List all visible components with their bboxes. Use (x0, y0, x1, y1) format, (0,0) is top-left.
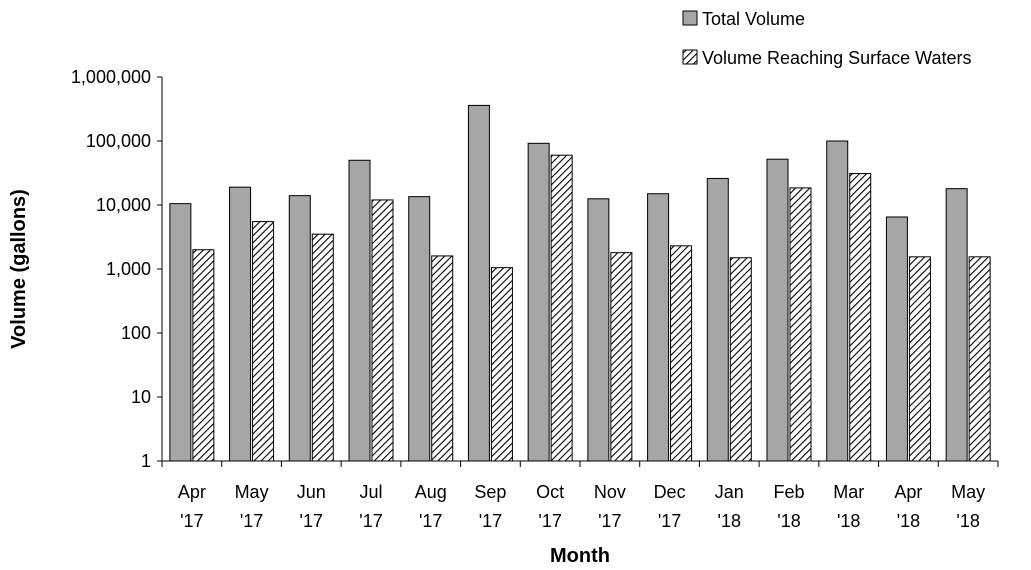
legend-swatch-total-volume (682, 10, 698, 26)
legend-swatch-surface-waters (682, 49, 698, 65)
x-tick-label-year: '17 (180, 511, 203, 531)
y-tick-label: 100 (121, 323, 151, 343)
bar-surface-waters (670, 245, 693, 462)
x-tick-label-year: '18 (897, 511, 920, 531)
bar-total-volume (706, 177, 729, 462)
bar-total-volume (288, 195, 311, 462)
y-tick-label: 10,000 (96, 195, 151, 215)
y-tick-label: 10 (131, 387, 151, 407)
bar-total-volume (527, 142, 550, 462)
x-tick-label-month: Oct (536, 482, 564, 502)
x-tick-label-year: '17 (419, 511, 442, 531)
x-tick-label-year: '17 (300, 511, 323, 531)
bar-surface-waters (371, 199, 394, 462)
bar-surface-waters (789, 187, 812, 462)
y-tick-label: 1,000,000 (71, 67, 151, 87)
bar-surface-waters (490, 267, 513, 462)
x-tick-label-year: '17 (538, 511, 561, 531)
x-tick-label-year: '17 (240, 511, 263, 531)
x-axis: Apr '17 May '17 Jun '17 Jul '17 Aug '17 Sep '17 Oct '… (161, 461, 999, 531)
bar-surface-waters (252, 221, 275, 462)
y-tick-label: 1 (141, 451, 151, 471)
bar-total-volume (766, 158, 789, 462)
bar-surface-waters (192, 249, 215, 462)
x-tick-label-year: '18 (718, 511, 741, 531)
x-tick-label-year: '18 (777, 511, 800, 531)
y-axis: 1 10 100 1,000 10,000 100,000 1,000,000 (71, 67, 162, 471)
bar-surface-waters (849, 173, 872, 462)
bar-total-volume (467, 104, 490, 462)
bar-total-volume (826, 140, 849, 462)
bar-total-volume (348, 159, 371, 462)
x-tick-label-month: Nov (594, 482, 626, 502)
bar-surface-waters (729, 257, 752, 462)
legend: Total Volume Volume Reaching Surface Wat… (682, 9, 971, 68)
x-tick-label-year: '17 (479, 511, 502, 531)
x-tick-label-year: '17 (359, 511, 382, 531)
x-tick-label-year: '18 (837, 511, 860, 531)
bar-total-volume (647, 193, 670, 462)
x-tick-label-month: May (235, 482, 269, 502)
y-tick-label: 1,000 (106, 259, 151, 279)
axes (161, 77, 998, 462)
x-tick-label-month: Jun (297, 482, 326, 502)
bar-total-volume (169, 203, 192, 462)
y-tick-label: 100,000 (86, 131, 151, 151)
bar-total-volume (587, 198, 610, 462)
x-tick-label-month: Jul (359, 482, 382, 502)
y-axis-title: Volume (gallons) (8, 189, 30, 349)
x-tick-label-month: Sep (474, 482, 506, 502)
bar-surface-waters (610, 252, 633, 462)
x-tick-label-month: Dec (654, 482, 686, 502)
legend-label-surface-waters: Volume Reaching Surface Waters (702, 48, 971, 68)
x-tick-label-month: Apr (894, 482, 922, 502)
x-tick-label-year: '18 (956, 511, 979, 531)
x-tick-label-month: May (951, 482, 985, 502)
bar-surface-waters (311, 233, 334, 462)
bar-surface-waters (550, 154, 573, 462)
bar-total-volume (408, 196, 431, 462)
bars (169, 104, 991, 462)
x-tick-label-year: '17 (658, 511, 681, 531)
bar-surface-waters (431, 255, 454, 462)
legend-label-total-volume: Total Volume (702, 9, 805, 29)
x-tick-label-month: Aug (415, 482, 447, 502)
bar-total-volume (885, 216, 908, 462)
legend-item-total-volume: Total Volume (682, 9, 805, 29)
x-tick-label-month: Apr (178, 482, 206, 502)
x-tick-label-month: Jan (715, 482, 744, 502)
x-tick-label-year: '17 (598, 511, 621, 531)
bar-surface-waters (908, 256, 931, 462)
x-axis-title: Month (550, 545, 610, 567)
bar-total-volume (945, 188, 968, 462)
bar-surface-waters (968, 256, 991, 462)
x-tick-label-month: Mar (833, 482, 864, 502)
bar-total-volume (229, 186, 252, 462)
x-tick-label-month: Feb (773, 482, 804, 502)
legend-item-surface-waters: Volume Reaching Surface Waters (682, 48, 971, 68)
